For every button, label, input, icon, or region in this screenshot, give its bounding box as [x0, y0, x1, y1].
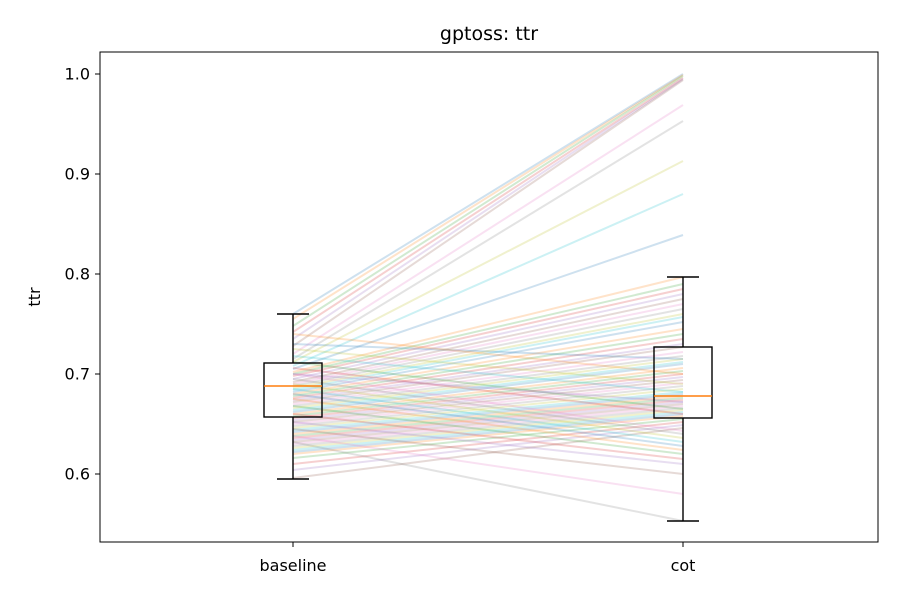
pair-line	[292, 293, 684, 380]
pair-line	[292, 73, 684, 315]
pair-line	[292, 421, 684, 465]
pair-line	[292, 333, 684, 375]
pair-line	[292, 313, 684, 389]
pair-line	[292, 415, 684, 455]
pair-line	[292, 77, 684, 333]
pair-line	[292, 418, 684, 459]
pair-line	[292, 316, 684, 391]
boxplot-cot	[653, 276, 713, 522]
pair-line	[292, 338, 684, 399]
pair-line	[292, 303, 684, 385]
pair-line	[292, 397, 684, 437]
pair-line	[292, 348, 684, 385]
pair-line	[292, 373, 684, 419]
y-tick-label: 1.0	[65, 65, 90, 84]
pair-line	[292, 403, 684, 443]
pair-line	[292, 379, 684, 423]
pair-line	[292, 75, 684, 327]
pair-line	[292, 298, 684, 383]
pair-line	[292, 160, 684, 363]
pair-line	[292, 413, 684, 453]
pair-line	[292, 411, 684, 451]
pair-line	[292, 391, 684, 431]
x-axis: baseline cot	[259, 542, 695, 575]
pair-line	[292, 395, 684, 435]
pair-line	[292, 383, 684, 439]
pair-line	[292, 413, 684, 460]
pair-line	[292, 398, 684, 451]
pair-line	[292, 370, 684, 417]
pair-line	[292, 234, 684, 370]
x-tick-label: baseline	[259, 556, 326, 575]
pair-line	[292, 424, 684, 471]
chart-title: gptoss: ttr	[440, 23, 538, 45]
pair-line	[292, 351, 684, 405]
pair-line	[292, 388, 684, 443]
pair-line	[292, 74, 684, 320]
pair-line	[292, 393, 684, 447]
pair-line	[292, 193, 684, 367]
pair-line	[292, 435, 684, 495]
pair-line	[292, 378, 684, 435]
y-tick-label: 0.6	[65, 465, 90, 484]
pair-line	[292, 367, 684, 415]
pair-line	[292, 283, 684, 375]
y-tick-label: 0.7	[65, 365, 90, 384]
pair-line	[292, 343, 684, 401]
pair-line	[292, 79, 684, 347]
pair-line	[292, 120, 684, 360]
pair-line	[292, 373, 684, 432]
pair-line	[292, 393, 684, 433]
pair-line	[292, 308, 684, 387]
pair-line	[292, 361, 684, 411]
pair-line	[292, 276, 684, 373]
plot-frame	[99, 51, 879, 543]
pair-line	[292, 355, 684, 407]
pair-line	[292, 427, 684, 479]
pair-line	[292, 104, 684, 355]
pair-line	[292, 385, 684, 427]
pair-line	[292, 399, 684, 439]
boxplot-baseline	[263, 313, 323, 480]
pair-line	[292, 428, 684, 475]
pair-line	[292, 405, 684, 455]
pair-line	[292, 405, 684, 445]
pair-line	[292, 382, 684, 425]
pair-line	[292, 328, 684, 395]
pair-line	[292, 358, 684, 409]
pair-line	[292, 343, 684, 360]
pair-line	[292, 376, 684, 421]
box-iqr	[653, 346, 713, 419]
pair-line	[292, 401, 684, 441]
y-tick-label: 0.8	[65, 265, 90, 284]
pair-line	[292, 346, 684, 403]
y-axis-label: ttr	[25, 287, 44, 307]
pair-line	[292, 388, 684, 429]
y-tick-label: 0.9	[65, 165, 90, 184]
pair-line	[292, 361, 684, 410]
pair-line	[292, 409, 684, 449]
pair-line	[292, 355, 684, 393]
pair-line	[292, 333, 684, 397]
pair-line	[292, 441, 684, 522]
pair-line	[292, 321, 684, 393]
pair-line	[292, 78, 684, 340]
pair-line	[292, 288, 684, 377]
pair-line	[292, 367, 684, 415]
box-iqr	[263, 362, 323, 418]
y-axis: 0.6 0.7 0.8 0.9 1.0	[65, 65, 100, 484]
paired-lines	[292, 73, 684, 522]
pair-line	[292, 407, 684, 447]
pair-line	[292, 373, 684, 403]
x-tick-label: cot	[671, 556, 696, 575]
pair-line	[292, 421, 684, 465]
boxplots	[263, 276, 713, 522]
pair-line	[292, 363, 684, 413]
